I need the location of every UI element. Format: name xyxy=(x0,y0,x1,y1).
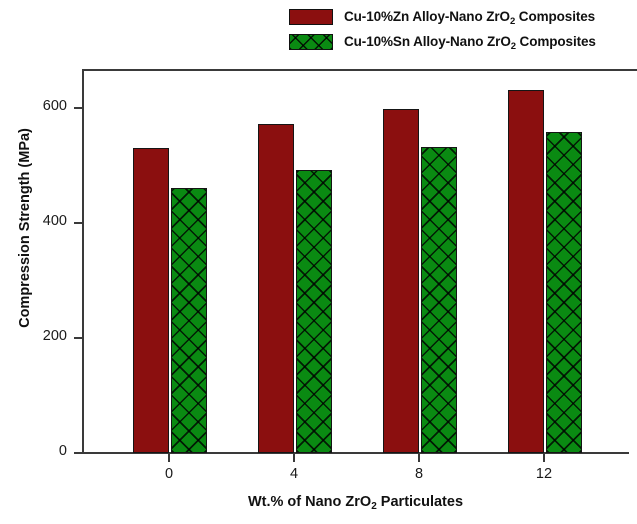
legend-label-series-2-subscript: 2 xyxy=(510,41,516,52)
bar-series-2-category-0 xyxy=(171,187,207,453)
x-axis-title-subscript: 2 xyxy=(371,501,377,512)
legend-label-series-1-suffix: Composites xyxy=(515,9,596,24)
legend-label-series-1-text: Cu-10%Zn Alloy-Nano ZrO xyxy=(344,9,510,24)
bar-series-1-category-12 xyxy=(508,90,544,453)
y-axis-tick-label-text: 200 xyxy=(42,328,67,344)
x-axis-tick-label: 4 xyxy=(289,466,299,482)
x-axis-tick-mark xyxy=(418,453,420,462)
x-axis-tick-label: 12 xyxy=(535,466,553,482)
bar-series-1-category-8 xyxy=(383,109,419,453)
x-axis-tick-label: 8 xyxy=(414,466,424,482)
y-axis-tick-label: 200 xyxy=(0,328,67,346)
legend-label-series-2: Cu-10%Sn Alloy-Nano ZrO2 Composites xyxy=(344,34,596,52)
plot-area-frame xyxy=(82,69,637,454)
y-axis-title: Compression Strength (MPa) xyxy=(17,128,33,328)
y-axis-tick-mark xyxy=(74,452,82,454)
legend-item-series-2: Cu-10%Sn Alloy-Nano ZrO2 Composites xyxy=(289,29,637,54)
y-axis-tick-label: 600 xyxy=(0,98,67,116)
bar-series-2-category-4 xyxy=(296,170,332,453)
y-axis-tick-mark xyxy=(74,107,82,109)
y-axis-tick-mark xyxy=(74,337,82,339)
legend-label-series-2-text: Cu-10%Sn Alloy-Nano ZrO xyxy=(344,34,511,49)
x-axis-title-text: Wt.% of Nano ZrO xyxy=(247,494,372,510)
x-axis-tick-mark xyxy=(168,453,170,462)
legend-label-series-2-suffix: Composites xyxy=(515,34,596,49)
legend-swatch-series-1 xyxy=(289,8,333,25)
legend-item-series-1: Cu-10%Zn Alloy-Nano ZrO2 Composites xyxy=(289,4,637,29)
x-axis-tick-mark xyxy=(293,453,295,462)
bar-series-1-category-0 xyxy=(133,147,169,453)
x-axis-title: Wt.% of Nano ZrO2 Particulates xyxy=(82,494,629,512)
x-axis-line xyxy=(82,452,629,454)
y-axis-tick-label-text: 600 xyxy=(42,98,67,114)
bar-series-1-category-4 xyxy=(258,124,294,453)
legend-swatch-series-2 xyxy=(289,33,333,50)
x-axis-tick-label: 0 xyxy=(164,466,174,482)
bar-series-2-category-12 xyxy=(546,131,582,453)
legend-label-series-1: Cu-10%Zn Alloy-Nano ZrO2 Composites xyxy=(344,9,596,27)
x-axis-tick-mark xyxy=(543,453,545,462)
legend-label-series-1-subscript: 2 xyxy=(509,16,516,27)
y-axis-tick-label: 0 xyxy=(0,443,67,461)
y-axis-tick-label: 400 xyxy=(0,213,67,231)
y-axis-tick-label-text: 400 xyxy=(42,213,67,229)
x-axis-title-suffix: Particulates xyxy=(376,494,464,510)
bar-series-2-category-8 xyxy=(421,146,457,453)
y-axis-tick-mark xyxy=(74,222,82,224)
chart-legend: Cu-10%Zn Alloy-Nano ZrO2 Composites Cu-1… xyxy=(289,4,637,58)
y-axis-tick-label-text: 0 xyxy=(58,443,67,459)
